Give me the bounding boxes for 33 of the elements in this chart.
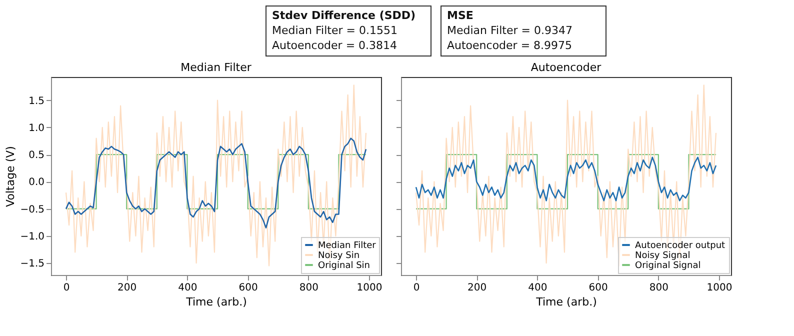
x-tick-label: 0 [413,282,420,294]
y-tick-label: −0.5 [20,204,44,216]
chart-title: Autoencoder [530,61,602,74]
x-tick-label: 400 [178,282,198,294]
chart-title: Median Filter [180,61,252,74]
x-tick-label: 200 [468,282,487,294]
y-tick-label: 0.0 [28,177,44,188]
y-tick-label: 1.5 [28,96,44,107]
y-tick-label: −1.0 [20,231,44,242]
x-tick-label: 600 [588,282,608,294]
x-axis-title: Time (arb.) [535,296,597,308]
legend-label: Noisy Sin [318,251,360,261]
legend-label: Original Signal [635,261,701,271]
y-tick-label: 0.5 [28,150,44,162]
x-tick-label: 1000 [356,282,382,294]
y-axis-title: Voltage (V) [4,146,18,207]
y-tick-label: −1.5 [20,258,44,270]
legend-label: Autoencoder output [635,241,726,251]
line-series [65,138,367,228]
x-tick-label: 400 [528,282,548,294]
x-tick-label: 200 [118,282,137,294]
x-tick-label: 800 [649,282,668,294]
x-tick-label: 0 [63,282,70,294]
text: Stdev Difference (SDD) Median Filter = 0.1551 Autoencoder = 0.3814 [272,9,416,52]
legend-label: Median Filter [318,241,376,251]
x-axis-title: Time (arb.) [185,296,247,308]
y-tick-label: 1.0 [28,122,44,134]
x-tick-label: 1000 [706,282,732,294]
x-tick-label: 800 [299,282,318,294]
x-tick-label: 600 [238,282,258,294]
text: MSE Median Filter = 0.9347 Autoencoder = 8.9975 [447,9,572,52]
legend-label: Noisy Signal [635,251,690,261]
legend-label: Original Sin [318,261,370,271]
